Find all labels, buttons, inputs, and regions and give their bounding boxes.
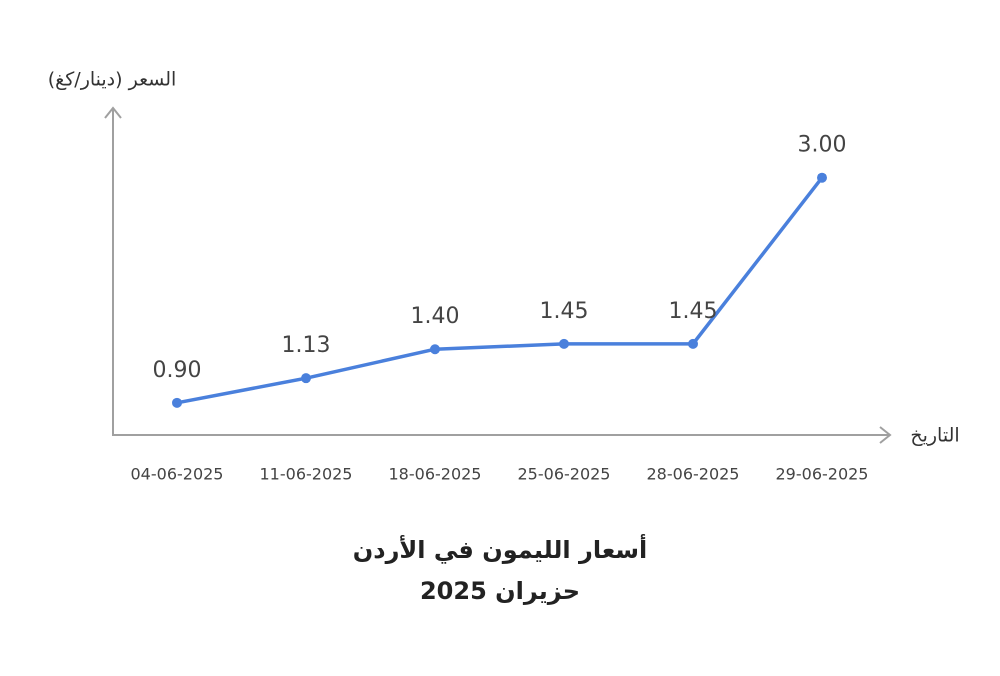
data-label: 1.45 [540, 299, 589, 324]
x-tick-label: 25-06-2025 [518, 465, 611, 484]
data-label: 0.90 [153, 358, 202, 383]
x-tick-label: 04-06-2025 [131, 465, 224, 484]
chart-subtitle: حزيران 2025 [420, 577, 580, 605]
x-tick-label: 29-06-2025 [776, 465, 869, 484]
x-tick-label: 11-06-2025 [260, 465, 353, 484]
y-arrow [104, 106, 122, 119]
point [172, 397, 182, 408]
point [559, 338, 569, 349]
x-tick-label: 18-06-2025 [389, 465, 482, 484]
point [430, 344, 440, 355]
data-label: 1.40 [411, 304, 460, 329]
point [817, 172, 827, 183]
y-axis-label: السعر (دينار/كغ) [48, 69, 177, 91]
x-arrow [879, 426, 892, 444]
data-label: 1.13 [282, 333, 331, 358]
chart-title: أسعار الليمون في الأردن [353, 534, 647, 564]
data-label: 3.00 [798, 133, 847, 158]
axes [112, 108, 890, 436]
data-label: 1.45 [669, 299, 718, 324]
x-axis-label: التاريخ [910, 425, 959, 447]
point [688, 338, 698, 349]
line [176, 176, 824, 405]
x-tick-label: 28-06-2025 [647, 465, 740, 484]
point [301, 373, 311, 384]
